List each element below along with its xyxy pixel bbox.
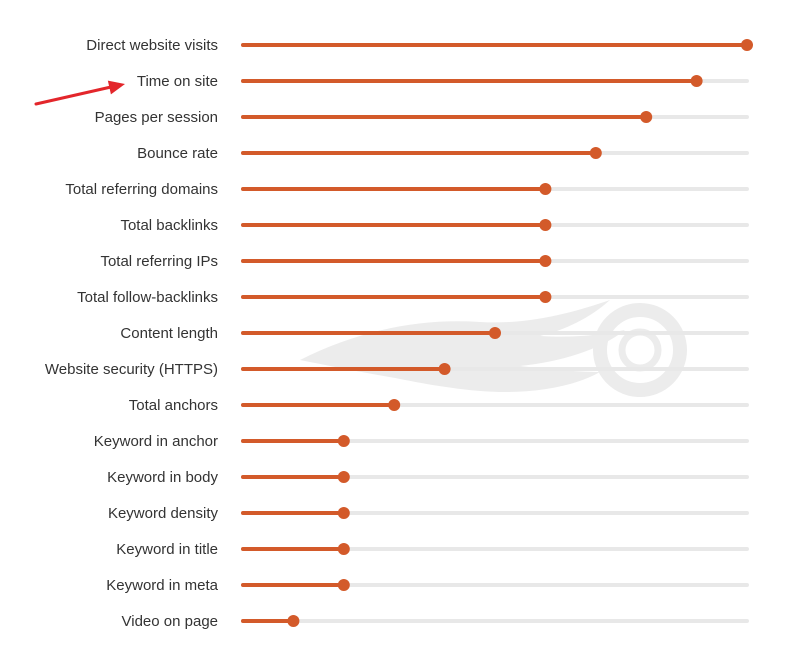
value-dot [337,507,350,519]
chart-row: Content length [120,325,749,342]
category-label: Time on site [137,73,218,90]
flame-icon-wing [300,300,625,392]
category-label: Keyword in anchor [94,433,218,450]
chart-row: Keyword in title [116,541,749,558]
chart-row: Total anchors [129,397,749,414]
category-label: Pages per session [95,109,218,126]
category-label: Total referring domains [65,181,218,198]
value-dot [337,543,350,555]
chart-row: Total referring domains [65,181,749,198]
chart-row: Keyword in body [107,469,749,486]
flame-icon-ring-inner [618,328,662,372]
category-label: Keyword in meta [106,577,218,594]
flame-icon-ring-outer [593,303,687,397]
chart-row: Keyword density [108,505,749,522]
chart-row: Keyword in meta [106,577,749,594]
category-label: Keyword in body [107,469,218,486]
annotation-arrow-shaft [34,85,113,106]
category-label: Direct website visits [86,37,218,54]
category-label: Total referring IPs [100,253,218,270]
chart-row: Video on page [122,613,749,630]
value-dot [337,435,350,447]
value-dot [287,615,300,627]
chart-row: Total backlinks [120,217,749,234]
chart-row: Website security (HTTPS) [45,361,749,378]
value-dot [741,39,753,51]
category-label: Video on page [122,613,218,630]
chart-row: Total referring IPs [100,253,749,270]
chart-row: Total follow-backlinks [77,289,749,306]
chart-row: Bounce rate [137,145,749,162]
category-label: Bounce rate [137,145,218,162]
chart-row: Direct website visits [86,37,753,54]
category-label: Keyword in title [116,541,218,558]
category-label: Website security (HTTPS) [45,361,218,378]
category-label: Total follow-backlinks [77,289,218,306]
value-dot [589,147,602,159]
chart-row: Keyword in anchor [94,433,749,450]
chart-rows: Direct website visits Time on site Pages p… [45,37,753,630]
value-dot [539,219,552,231]
chart-row: Time on site [137,73,749,90]
value-dot [539,183,552,195]
category-label: Content length [120,325,218,342]
annotation-arrow-head [107,80,125,95]
value-dot [539,255,552,267]
value-dot [388,399,401,411]
value-dot [337,579,350,591]
value-dot [539,291,552,303]
category-label: Total anchors [129,397,218,414]
annotations [34,80,125,106]
value-dot [489,327,501,339]
value-dot [640,111,653,123]
value-dot [690,75,703,87]
value-dot [438,363,451,375]
category-label: Keyword density [108,505,219,522]
value-dot [337,471,350,483]
category-label: Total backlinks [120,217,218,234]
chart-row: Pages per session [95,109,749,126]
flame-logo-watermark [300,300,687,397]
